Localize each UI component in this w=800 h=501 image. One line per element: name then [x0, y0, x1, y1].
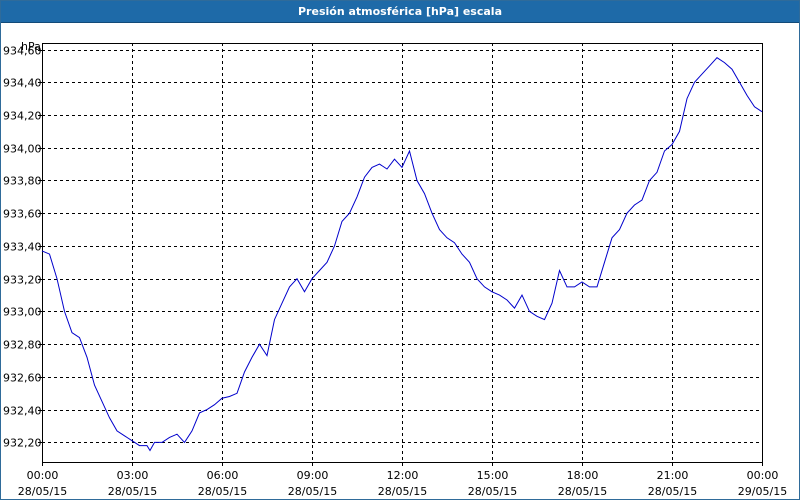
- x-tick-time-label: 09:00: [297, 469, 329, 482]
- series-layer: [41, 57, 763, 452]
- x-tick-time-label: 15:00: [477, 469, 509, 482]
- y-tick-label: 933,00: [3, 306, 42, 319]
- tick-labels: 932,20 932,40 932,60 932,80 933,00 933,20 933,…: [3, 45, 787, 499]
- axes: [38, 43, 763, 466]
- x-tick-date-label: 29/05/15: [738, 485, 787, 498]
- x-tick-time-label: 06:00: [207, 469, 239, 482]
- y-tick-label: 933,20: [3, 274, 42, 287]
- y-tick-label: 932,60: [3, 372, 42, 385]
- x-tick-date-label: 28/05/15: [558, 485, 607, 498]
- y-tick-label: 933,40: [3, 241, 42, 254]
- plot-frame: [42, 43, 763, 463]
- y-tick-label: 934,00: [3, 143, 42, 156]
- x-tick-time-label: 12:00: [387, 469, 419, 482]
- y-tick-label: 934,60: [3, 45, 42, 58]
- x-tick-date-label: 28/05/15: [468, 485, 517, 498]
- x-tick-date-label: 28/05/15: [108, 485, 157, 498]
- x-tick-date-label: 28/05/15: [288, 485, 337, 498]
- x-tick-time-label: 18:00: [567, 469, 599, 482]
- x-tick-date-label: 28/05/15: [378, 485, 427, 498]
- y-tick-label: 934,20: [3, 110, 42, 123]
- y-tick-label: 932,80: [3, 339, 42, 352]
- x-tick-time-label: 00:00: [27, 469, 59, 482]
- y-tick-label: 934,40: [3, 77, 42, 90]
- x-tick-date-label: 28/05/15: [18, 485, 67, 498]
- x-tick-time-label: 00:00: [747, 469, 779, 482]
- y-tick-label: 933,80: [3, 175, 42, 188]
- x-tick-date-label: 28/05/15: [198, 485, 247, 498]
- grid: [42, 43, 762, 462]
- y-tick-label: 932,20: [3, 437, 42, 450]
- y-axis-unit-label: hPa: [21, 40, 41, 53]
- chart-title: Presión atmosférica [hPa] escala: [1, 1, 799, 23]
- x-tick-time-label: 21:00: [657, 469, 689, 482]
- y-tick-label: 933,60: [3, 208, 42, 221]
- pressure-series-line: [41, 57, 763, 452]
- x-tick-date-label: 28/05/15: [648, 485, 697, 498]
- x-tick-time-label: 03:00: [117, 469, 149, 482]
- y-tick-label: 932,40: [3, 405, 42, 418]
